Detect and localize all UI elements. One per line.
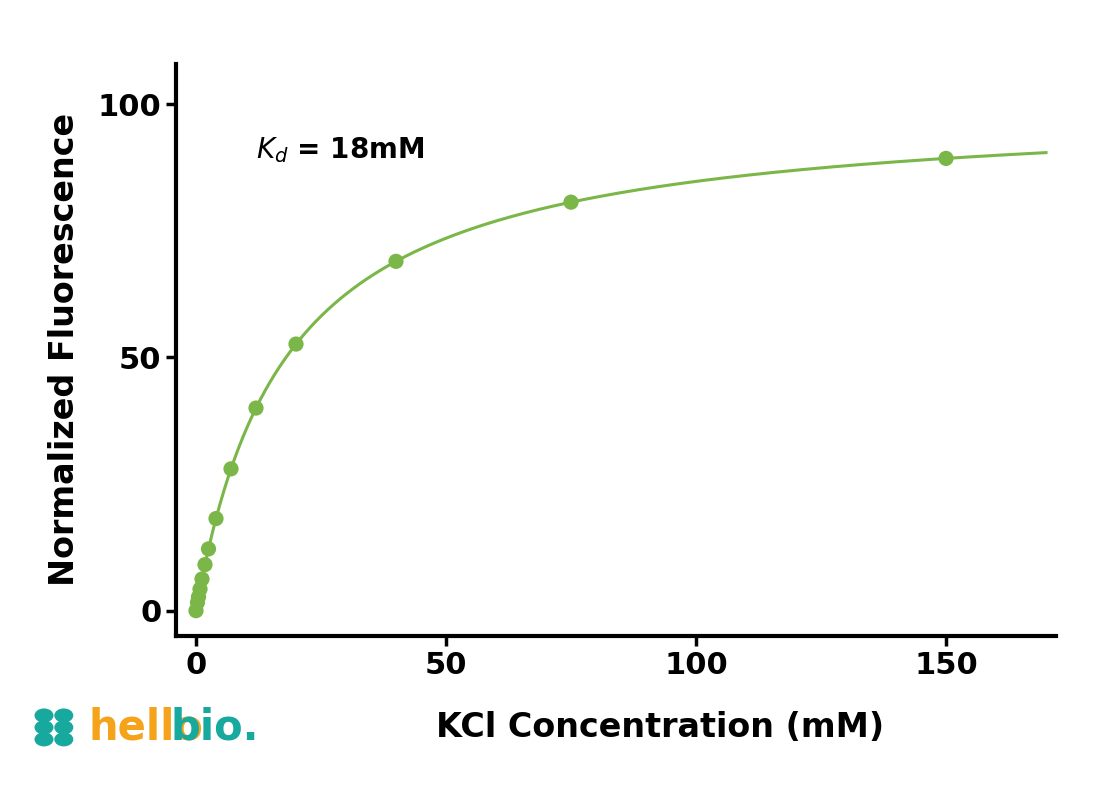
Point <box>248 401 265 414</box>
Point <box>937 152 955 165</box>
Point <box>387 255 405 268</box>
Text: hello: hello <box>88 707 202 748</box>
Text: bio.: bio. <box>170 707 258 748</box>
Point <box>191 583 209 595</box>
Point <box>222 463 240 475</box>
Point <box>187 604 205 617</box>
Point <box>287 338 305 351</box>
Point <box>189 596 207 609</box>
Point <box>196 558 213 571</box>
Point <box>562 196 580 208</box>
Point <box>189 591 207 603</box>
Text: KCl Concentration (mM): KCl Concentration (mM) <box>436 711 884 744</box>
Point <box>200 542 218 555</box>
Text: $K_d$ = 18mM: $K_d$ = 18mM <box>256 135 425 165</box>
Point <box>194 572 211 585</box>
Y-axis label: Normalized Fluorescence: Normalized Fluorescence <box>48 113 81 587</box>
Point <box>207 512 224 525</box>
